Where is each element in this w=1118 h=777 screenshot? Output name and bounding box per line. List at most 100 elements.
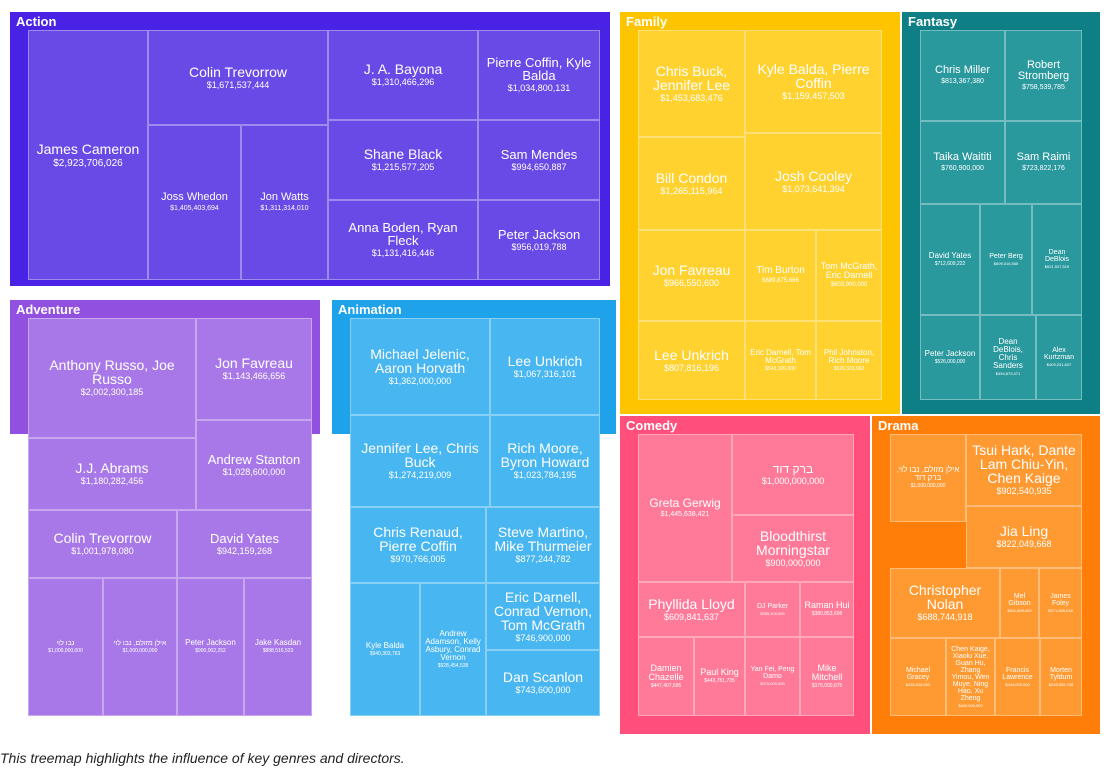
cell-label: Phyllida Lloyd xyxy=(648,595,735,612)
treemap-cell[interactable]: Chris Buck, Jennifer Lee $1,453,683,476 xyxy=(638,30,745,137)
cell-value: $970,766,005 xyxy=(390,554,446,565)
treemap-cell[interactable]: Rich Moore, Byron Howard $1,023,784,195 xyxy=(490,415,600,507)
treemap-cell[interactable]: Greta Gerwig $1,445,638,421 xyxy=(638,434,732,582)
treemap-cell[interactable]: Joss Whedon $1,405,403,694 xyxy=(148,125,241,280)
treemap-cell[interactable]: Raman Hui $380,853,606 xyxy=(800,582,854,637)
cell-value: $900,002,252 xyxy=(195,648,226,655)
treemap-cell[interactable]: Alex Kurtzman $409,231,607 xyxy=(1036,315,1082,400)
cell-value: $1,265,115,964 xyxy=(660,185,723,196)
cell-label: Steve Martino, Mike Thurmeier xyxy=(494,524,592,555)
treemap-cell[interactable]: J. A. Bayona $1,310,466,296 xyxy=(328,30,478,120)
treemap-cell[interactable]: Kyle Balda, Pierre Coffin $1,159,457,503 xyxy=(745,30,882,133)
treemap-cell[interactable]: James Cameron $2,923,706,026 xyxy=(28,30,148,280)
cell-value: $526,000,000 xyxy=(934,358,966,365)
treemap-cell[interactable]: Andrew Stanton $1,028,600,000 xyxy=(196,420,312,510)
treemap-cell[interactable]: Sam Raimi $723,822,176 xyxy=(1005,121,1082,204)
treemap-cell[interactable]: Jon Favreau $1,143,466,656 xyxy=(196,318,312,420)
treemap-cell[interactable]: Bill Condon $1,265,115,964 xyxy=(638,137,745,230)
treemap-cell[interactable]: אילן מזולם, נבו לוי, ברק דוד $1,000,000,0… xyxy=(890,434,966,522)
treemap-cell[interactable]: Eric Darnell, Conrad Vernon, Tom McGrath… xyxy=(486,583,600,650)
treemap-cell[interactable]: Shane Black $1,215,577,205 xyxy=(328,120,478,200)
treemap-cell[interactable]: Steve Martino, Mike Thurmeier $877,244,78… xyxy=(486,507,600,583)
treemap-cell[interactable]: Josh Cooley $1,073,641,394 xyxy=(745,133,882,230)
treemap-cell[interactable]: Michael Jelenic, Aaron Horvath $1,362,000… xyxy=(350,318,490,415)
cell-value: $1,000,000,000 xyxy=(48,647,83,654)
treemap-cell[interactable]: Lee Unkrich $807,816,196 xyxy=(638,321,745,400)
treemap-cell[interactable]: Dean DeBlois $621,537,519 xyxy=(1032,204,1082,315)
treemap-cell[interactable]: Jon Watts $1,311,314,010 xyxy=(241,125,328,280)
treemap-cell[interactable]: Peter Jackson $900,002,252 xyxy=(177,578,244,716)
treemap-cell[interactable]: Tim Burton $689,875,666 xyxy=(745,230,816,321)
treemap-cell[interactable]: Peter Jackson $526,000,000 xyxy=(920,315,980,400)
cell-label: Anthony Russo, Joe Russo xyxy=(49,357,175,388)
treemap-cell[interactable]: David Yates $712,609,222 xyxy=(920,204,980,315)
treemap-cell[interactable]: נבו לוי $1,000,000,000 xyxy=(28,578,103,716)
cell-label: Bloodthirst Morningstar xyxy=(756,527,830,558)
treemap-cell[interactable]: Dean DeBlois, Chris Sanders $494,879,471 xyxy=(980,315,1036,400)
treemap-cell[interactable]: Colin Trevorrow $1,001,978,080 xyxy=(28,510,177,578)
treemap-cell[interactable]: Christopher Nolan $688,744,918 xyxy=(890,568,1000,638)
cell-value: $233,555,708 xyxy=(1048,681,1074,687)
cell-label: Michael Jelenic, Aaron Horvath xyxy=(370,345,470,376)
cell-value: $370,000,000 xyxy=(760,681,785,687)
cell-value: $494,879,471 xyxy=(995,371,1021,377)
treemap-cell[interactable]: Tom McGrath, Eric Darnell $603,900,000 xyxy=(816,230,882,321)
treemap-cell[interactable]: James Foley $371,985,018 xyxy=(1039,568,1082,638)
treemap-cell[interactable]: Michael Gracey $435,026,000 xyxy=(890,638,946,716)
cell-label: Dean DeBlois xyxy=(1044,249,1070,264)
treemap-cell[interactable]: Andrew Adamson, Kelly Asbury, Conrad Ver… xyxy=(420,583,486,716)
treemap-cell[interactable]: J.J. Abrams $1,180,282,456 xyxy=(28,438,196,510)
treemap-cell[interactable]: Chris Renaud, Pierre Coffin $970,766,005 xyxy=(350,507,486,583)
treemap-cell[interactable]: ברק דוד $1,000,000,000 xyxy=(732,434,854,515)
treemap-cell[interactable]: Robert Stromberg $758,539,785 xyxy=(1005,30,1082,121)
cell-value: $743,600,000 xyxy=(515,685,571,696)
treemap-cell[interactable]: Anna Boden, Ryan Fleck $1,131,416,446 xyxy=(328,200,478,280)
treemap-cell[interactable]: Mel Gibson $611,899,420 xyxy=(1000,568,1039,638)
treemap-cell[interactable]: Jon Favreau $966,550,600 xyxy=(638,230,745,321)
treemap-cell[interactable]: אילן מזולם, נבו לוי $1,000,000,000 xyxy=(103,578,177,716)
treemap-cell[interactable]: Eric Darnell, Tom McGrath $543,100,000 xyxy=(745,321,816,400)
genre-animation: Animation Michael Jelenic, Aaron Horvath $… xyxy=(332,300,616,716)
cell-label: אילן מזולם, נבו לוי, ברק דוד xyxy=(896,465,960,483)
treemap-cell[interactable]: Yan Fei, Peng Damo $370,000,000 xyxy=(745,637,800,716)
treemap-cell[interactable]: Jake Kasdan $888,516,523 xyxy=(244,578,312,716)
treemap-cell[interactable]: Taika Waititi $760,900,000 xyxy=(920,121,1005,204)
treemap-cell[interactable]: Peter Jackson $956,019,788 xyxy=(478,200,600,280)
treemap-cell[interactable]: Dan Scanlon $743,600,000 xyxy=(486,650,600,716)
treemap-cell[interactable]: DJ Parker $555,100,000 xyxy=(745,582,800,637)
treemap-cell[interactable]: Pierre Coffin, Kyle Balda $1,034,800,131 xyxy=(478,30,600,120)
treemap-cell[interactable]: Lee Unkrich $1,067,316,101 xyxy=(490,318,600,415)
treemap-cell[interactable]: Jennifer Lee, Chris Buck $1,274,219,009 xyxy=(350,415,490,507)
cell-value: $942,159,268 xyxy=(216,545,273,556)
treemap-cell[interactable]: Anthony Russo, Joe Russo $2,002,300,185 xyxy=(28,318,196,438)
treemap-cell[interactable]: Kyle Balda $940,303,763 xyxy=(350,583,420,716)
genre-title: Drama xyxy=(878,418,919,433)
treemap-cell[interactable]: Peter Berg $609,016,565 xyxy=(980,204,1032,315)
treemap-cell[interactable]: Morten Tyldum $233,555,708 xyxy=(1040,638,1082,716)
treemap-cell[interactable]: Mike Mitchell $370,000,875 xyxy=(800,637,854,716)
treemap-cell[interactable]: Chen Kaige, Xiaolu Xue, Guan Hu, Zhang Y… xyxy=(946,638,995,716)
treemap-cell[interactable]: Bloodthirst Morningstar $900,000,000 xyxy=(732,515,854,582)
treemap-cell[interactable]: Jia Ling $822,049,668 xyxy=(966,506,1082,568)
cell-label: David Yates xyxy=(210,530,279,546)
cell-value: $1,073,641,394 xyxy=(782,183,845,194)
cell-value: $1,001,978,080 xyxy=(71,546,134,557)
cell-label: Taika Waititi xyxy=(933,151,992,164)
treemap-cell[interactable]: Phyllida Lloyd $609,841,637 xyxy=(638,582,745,637)
cell-label: Colin Trevorrow xyxy=(53,530,152,547)
genre-fantasy: Fantasy Chris Miller $813,367,380 Robert St… xyxy=(902,12,1100,414)
treemap-cell[interactable]: Paul King $443,751,735 xyxy=(694,637,745,716)
treemap-cell[interactable]: Damien Chazelle $447,407,695 xyxy=(638,637,694,716)
cell-label: Sam Raimi xyxy=(1016,151,1071,164)
treemap-cell[interactable]: David Yates $942,159,268 xyxy=(177,510,312,578)
treemap-cell[interactable]: Chris Miller $813,367,380 xyxy=(920,30,1005,121)
cell-value: $611,899,420 xyxy=(1007,607,1032,613)
cell-label: Damien Chazelle xyxy=(648,662,684,682)
treemap-cell[interactable]: Colin Trevorrow $1,671,537,444 xyxy=(148,30,328,125)
treemap-cell[interactable]: Sam Mendes $994,650,887 xyxy=(478,120,600,200)
cell-label: Kyle Balda xyxy=(365,640,405,650)
treemap-cell[interactable]: Francis Lawrence $344,000,000 xyxy=(995,638,1040,716)
treemap-cell[interactable]: Tsui Hark, Dante Lam Chiu-Yin, Chen Kaig… xyxy=(966,434,1082,506)
treemap-cell[interactable]: Phil Johnston, Rich Moore $529,323,962 xyxy=(816,321,882,400)
cell-label: Jon Favreau xyxy=(215,355,293,372)
